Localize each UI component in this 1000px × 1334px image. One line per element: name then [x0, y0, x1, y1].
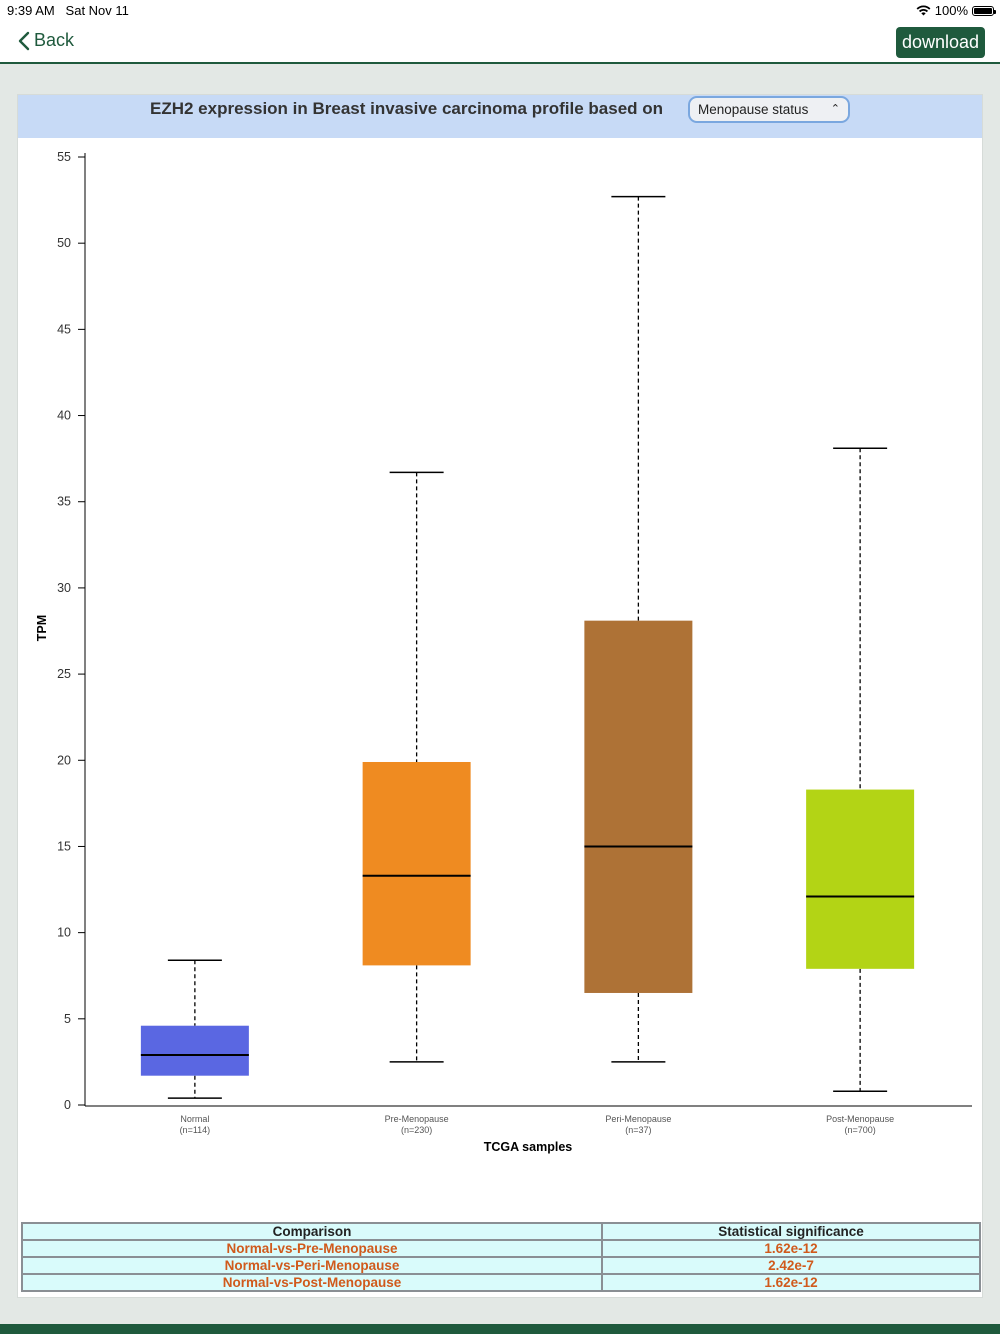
back-label: Back [34, 30, 75, 50]
table-row: Normal-vs-Post-Menopause 1.62e-12 [21, 1273, 981, 1292]
x-tick-label: Pre-Menopause [385, 1114, 449, 1124]
box-post-menopause [806, 789, 915, 969]
y-tick-label: 10 [57, 926, 71, 940]
x-tick-count: (n=230) [401, 1125, 432, 1135]
updown-chevron-icon: ⌃ [830, 103, 840, 115]
chevron-left-icon [18, 31, 30, 50]
y-tick-label: 55 [57, 150, 71, 164]
y-tick-label: 50 [57, 236, 71, 250]
status-time: 9:39 AM Sat Nov 11 [7, 3, 129, 18]
x-tick-count: (n=700) [844, 1125, 875, 1135]
chart-card: EZH2 expression in Breast invasive carci… [17, 94, 983, 1298]
battery-icon [972, 5, 996, 16]
y-axis-label: TPM [35, 615, 49, 641]
x-axis-label: TCGA samples [484, 1140, 573, 1154]
grouping-select[interactable]: Menopause status ⌃ [688, 96, 850, 123]
box-pre-menopause [362, 761, 471, 966]
x-tick-count: (n=37) [625, 1125, 651, 1135]
y-tick-label: 5 [64, 1012, 71, 1026]
table-row: Normal-vs-Peri-Menopause 2.42e-7 [21, 1256, 981, 1275]
status-clock: 9:39 AM [7, 3, 55, 18]
comparison-cell: Normal-vs-Post-Menopause [21, 1273, 603, 1292]
y-tick-label: 45 [57, 322, 71, 336]
wifi-icon [916, 5, 931, 16]
comparison-cell: Normal-vs-Pre-Menopause [21, 1239, 603, 1258]
col-comparison: Comparison [21, 1222, 603, 1241]
box-plot: 0 5 10 15 20 25 30 35 40 45 50 55 TPM TCGA samples Nor… [35, 150, 972, 1154]
significance-table: Comparison Statistical significance Norm… [21, 1222, 981, 1292]
y-tick-label: 25 [57, 667, 71, 681]
battery-percent: 100% [934, 3, 968, 18]
y-tick-label: 40 [57, 409, 71, 423]
y-tick-label: 30 [57, 581, 71, 595]
table-row: Normal-vs-Pre-Menopause 1.62e-12 [21, 1239, 981, 1258]
significance-cell: 1.62e-12 [601, 1273, 981, 1292]
col-significance: Statistical significance [601, 1222, 981, 1241]
x-tick-label: Normal [180, 1114, 209, 1124]
table-header-row: Comparison Statistical significance [21, 1222, 981, 1241]
chart-title: EZH2 expression in Breast invasive carci… [150, 99, 664, 118]
download-button[interactable]: download [895, 27, 985, 58]
box-peri-menopause [584, 620, 693, 993]
x-tick-label: Post-Menopause [826, 1114, 894, 1124]
status-right: 100% [916, 3, 996, 18]
x-tick-label: Peri-Menopause [605, 1114, 671, 1124]
bottom-bar [0, 1324, 1000, 1334]
grouping-select-value: Menopause status [698, 102, 809, 117]
significance-cell: 2.42e-7 [601, 1256, 981, 1275]
box-normal [140, 1025, 249, 1076]
y-tick-label: 20 [57, 753, 71, 767]
comparison-cell: Normal-vs-Peri-Menopause [21, 1256, 603, 1275]
x-tick-count: (n=114) [180, 1125, 211, 1135]
chart-header: EZH2 expression in Breast invasive carci… [18, 95, 982, 138]
status-date: Sat Nov 11 [65, 3, 129, 18]
significance-cell: 1.62e-12 [601, 1239, 981, 1258]
back-button[interactable]: Back [18, 30, 74, 51]
top-bar: 9:39 AM Sat Nov 11 100% Back download [0, 0, 1000, 64]
y-tick-label: 15 [57, 839, 71, 853]
y-tick-label: 35 [57, 495, 71, 509]
y-tick-label: 0 [64, 1098, 71, 1112]
